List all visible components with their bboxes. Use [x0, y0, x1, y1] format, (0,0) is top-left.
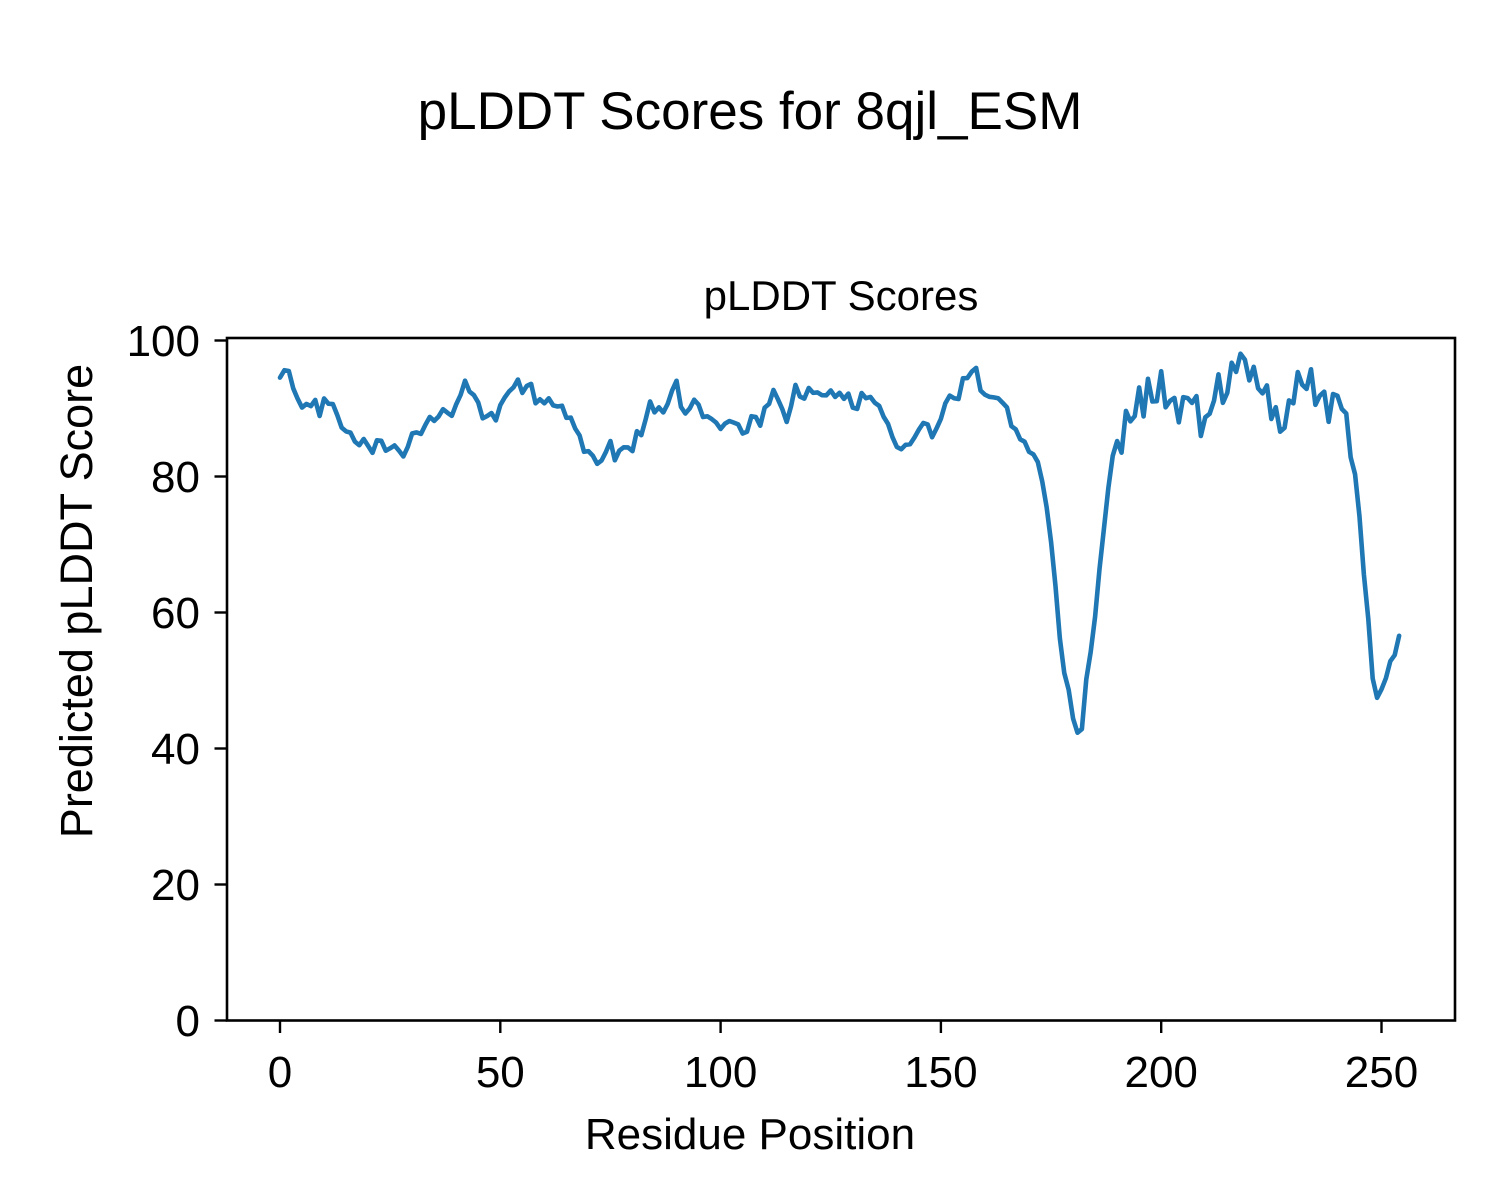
svg-text:40: 40: [151, 725, 200, 774]
svg-text:80: 80: [151, 453, 200, 502]
svg-text:60: 60: [151, 589, 200, 638]
svg-text:150: 150: [904, 1048, 977, 1097]
svg-text:100: 100: [127, 317, 200, 366]
svg-text:200: 200: [1124, 1048, 1197, 1097]
svg-text:0: 0: [176, 997, 200, 1046]
svg-text:50: 50: [476, 1048, 525, 1097]
svg-text:20: 20: [151, 861, 200, 910]
svg-text:0: 0: [268, 1048, 292, 1097]
svg-text:100: 100: [684, 1048, 757, 1097]
svg-text:250: 250: [1345, 1048, 1418, 1097]
